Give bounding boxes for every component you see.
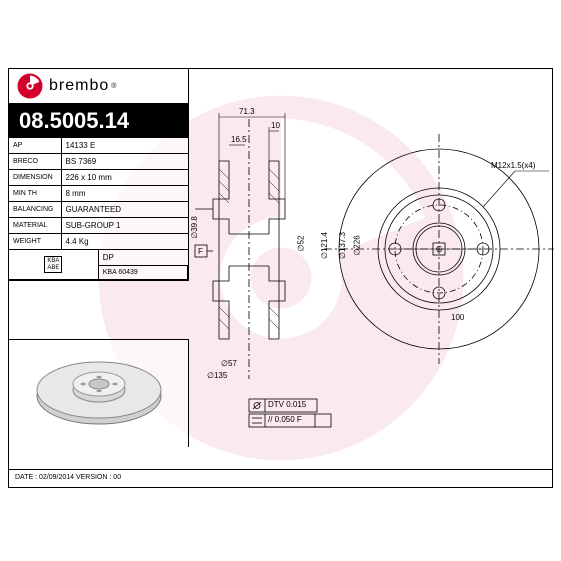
drawing-svg [189, 69, 554, 469]
dim-16-5: 16.5 [231, 135, 247, 144]
disc-3d-icon [9, 340, 189, 448]
dim-bolt: M12x1.5(x4) [491, 161, 535, 170]
spec-row: AP14133 E [9, 138, 188, 154]
kba-row: KBAABE DP KBA 60439 [9, 250, 188, 280]
tol-par: // 0.050 F [268, 415, 302, 424]
logo-row: brembo ® [9, 69, 188, 104]
spec-value: 4.4 Kg [61, 234, 188, 250]
spec-row: BRECOBS 7369 [9, 154, 188, 170]
dp-label: DP [98, 250, 187, 266]
spec-label: BALANCING [9, 202, 61, 218]
spec-value: 14133 E [61, 138, 188, 154]
dim-71-3: 71.3 [239, 107, 255, 116]
spec-label: DIMENSION [9, 170, 61, 186]
dim-d137-3: ∅137.3 [338, 232, 347, 259]
dim-d226: ∅226 [353, 235, 362, 255]
thumbnail-view [9, 339, 189, 447]
spec-row: MIN TH8 mm [9, 186, 188, 202]
part-number: 08.5005.14 [9, 104, 188, 138]
dim-d121-4: ∅121.4 [320, 232, 329, 259]
dim-pcd: 100 [451, 313, 464, 322]
datum-f: F [198, 247, 203, 256]
dim-d52: ∅52 [296, 236, 305, 252]
reg-mark: ® [111, 83, 116, 90]
tech-drawing: 71.3 10 16.5 ∅39.8 F G ∅52 ∅57 ∅135 ∅121… [189, 69, 552, 469]
side-section [195, 119, 285, 379]
spec-value: 226 x 10 mm [61, 170, 188, 186]
drawing-frame: brembo ® 08.5005.14 AP14133 EBRECOBS 736… [8, 68, 553, 488]
spec-label: BRECO [9, 154, 61, 170]
spec-panel: brembo ® 08.5005.14 AP14133 EBRECOBS 736… [9, 69, 189, 281]
brand-text: brembo [49, 77, 109, 95]
datum-g: G [436, 245, 442, 254]
spec-row: BALANCINGGUARANTEED [9, 202, 188, 218]
dim-d135: ∅135 [207, 371, 227, 380]
dim-d57: ∅57 [221, 359, 237, 368]
kba-value: KBA 60439 [98, 266, 187, 280]
tol-dtv: DTV 0.015 [268, 400, 306, 409]
spec-row: WEIGHT4.4 Kg [9, 234, 188, 250]
spec-label: WEIGHT [9, 234, 61, 250]
spec-label: MATERIAL [9, 218, 61, 234]
spec-value: GUARANTEED [61, 202, 188, 218]
dim-10: 10 [271, 121, 280, 130]
dim-d39-8: ∅39.8 [190, 216, 199, 239]
spec-label: MIN TH [9, 186, 61, 202]
spec-row: MATERIALSUB-GROUP 1 [9, 218, 188, 234]
spec-value: BS 7369 [61, 154, 188, 170]
kba-box: KBAABE [44, 256, 62, 273]
spec-value: SUB-GROUP 1 [61, 218, 188, 234]
spec-table: AP14133 EBRECOBS 7369DIMENSION226 x 10 m… [9, 138, 188, 250]
date-footer: DATE : 02/09/2014 VERSION : 00 [9, 469, 552, 487]
spec-label: AP [9, 138, 61, 154]
spec-value: 8 mm [61, 186, 188, 202]
brembo-logo-icon [17, 73, 43, 99]
spec-row: DIMENSION226 x 10 mm [9, 170, 188, 186]
